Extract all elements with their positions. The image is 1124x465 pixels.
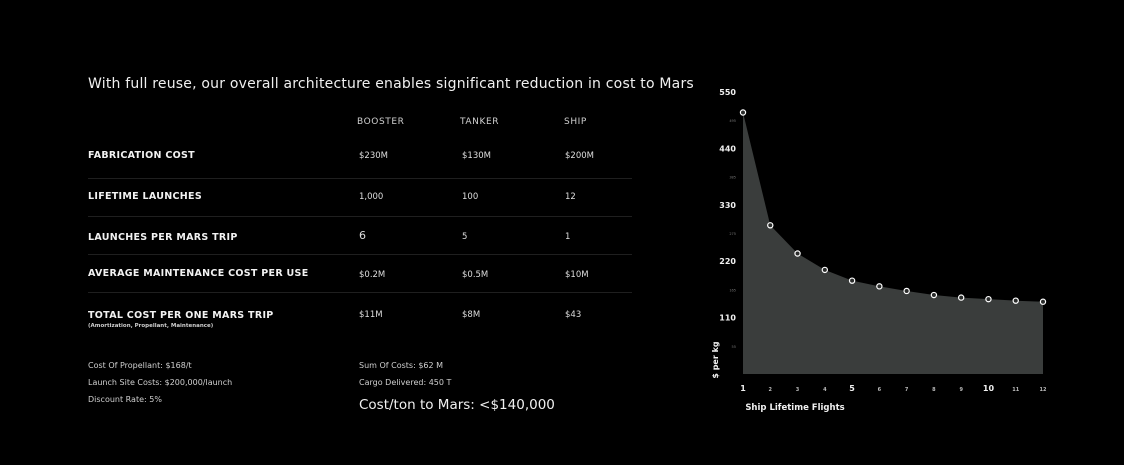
x-tick-label: 2 <box>769 387 773 393</box>
table-cell: $8M <box>462 310 481 320</box>
x-tick-label: 5 <box>849 384 855 393</box>
y-tick-label: 220 <box>719 257 736 266</box>
y-axis-label: $ per kg <box>711 341 720 379</box>
data-point <box>876 283 883 290</box>
table-cell: $0.5M <box>462 270 489 280</box>
table-cell: $11M <box>359 310 383 320</box>
x-tick-label: 11 <box>1012 387 1019 393</box>
note-cargo-delivered: Cargo Delivered: 450 T <box>359 378 452 387</box>
row-label-fabrication-cost: FABRICATION COST <box>88 150 195 161</box>
table-cell: 5 <box>462 232 468 242</box>
column-header-ship: SHIP <box>564 117 587 127</box>
table-cell: $130M <box>462 151 491 161</box>
cost-per-ton-highlight: Cost/ton to Mars: <$140,000 <box>359 397 555 413</box>
y-minor-tick-label: 55 <box>732 345 736 349</box>
y-minor-tick-label: 385 <box>729 176 736 180</box>
table-cell: 12 <box>565 192 576 202</box>
row-divider <box>88 292 632 293</box>
y-minor-tick-label: 275 <box>729 232 736 236</box>
table-cell: 6 <box>359 229 366 242</box>
data-point <box>821 266 829 274</box>
data-point <box>794 250 801 257</box>
x-tick-label: 7 <box>905 387 909 393</box>
row-divider <box>88 216 632 217</box>
row-label-lifetime-launches: LIFETIME LAUNCHES <box>88 191 202 202</box>
data-point <box>767 222 774 229</box>
y-tick-label: 550 <box>719 88 736 97</box>
data-point <box>739 109 747 116</box>
table-cell: $200M <box>565 151 594 161</box>
x-tick-label: 1 <box>740 384 746 393</box>
row-label-average-maintenance-cost: AVERAGE MAINTENANCE COST PER USE <box>88 268 309 279</box>
x-tick-label: 4 <box>823 387 827 393</box>
x-tick-label: 9 <box>959 387 963 393</box>
y-minor-tick-label: 495 <box>729 119 736 123</box>
x-tick-label: 3 <box>796 387 800 393</box>
data-point <box>848 277 856 284</box>
x-tick-label: 12 <box>1040 387 1047 393</box>
x-tick-label: 10 <box>983 384 995 393</box>
note-discount-rate: Discount Rate: 5% <box>88 395 162 404</box>
x-tick-label: 6 <box>878 387 882 393</box>
area-fill <box>743 112 1043 374</box>
column-header-booster: BOOSTER <box>357 117 405 127</box>
column-header-tanker: TANKER <box>460 117 500 127</box>
y-tick-label: 440 <box>719 144 736 153</box>
y-tick-label: 330 <box>719 201 736 210</box>
table-cell: $43 <box>565 310 582 320</box>
x-axis-label: Ship Lifetime Flights <box>745 403 844 413</box>
data-point <box>1039 298 1047 305</box>
row-label-total-cost-per-mars-trip: TOTAL COST PER ONE MARS TRIP <box>88 310 274 321</box>
data-point <box>903 287 910 295</box>
note-propellant-cost: Cost Of Propellant: $168/t <box>88 361 192 370</box>
data-point <box>930 291 938 299</box>
data-point <box>1012 297 1019 304</box>
row-sublabel: (Amortization, Propellant, Maintenance) <box>88 323 214 329</box>
y-tick-label: 110 <box>719 314 736 323</box>
table-cell: 1,000 <box>359 192 384 202</box>
y-minor-tick-label: 165 <box>729 288 736 292</box>
table-cell: $230M <box>359 151 388 161</box>
x-tick-label: 8 <box>932 387 936 393</box>
row-label-launches-per-mars-trip: LAUNCHES PER MARS TRIP <box>88 232 238 243</box>
note-sum-of-costs: Sum Of Costs: $62 M <box>359 361 444 370</box>
data-point <box>957 294 965 301</box>
table-cell: $10M <box>565 270 589 280</box>
table-cell: 100 <box>462 192 479 202</box>
data-point <box>985 295 992 303</box>
row-divider <box>88 178 632 179</box>
row-divider <box>88 254 632 255</box>
table-cell: $0.2M <box>359 270 386 280</box>
page-title: With full reuse, our overall architectur… <box>88 76 694 92</box>
table-cell: 1 <box>565 232 571 242</box>
note-launch-site-costs: Launch Site Costs: $200,000/launch <box>88 378 233 387</box>
